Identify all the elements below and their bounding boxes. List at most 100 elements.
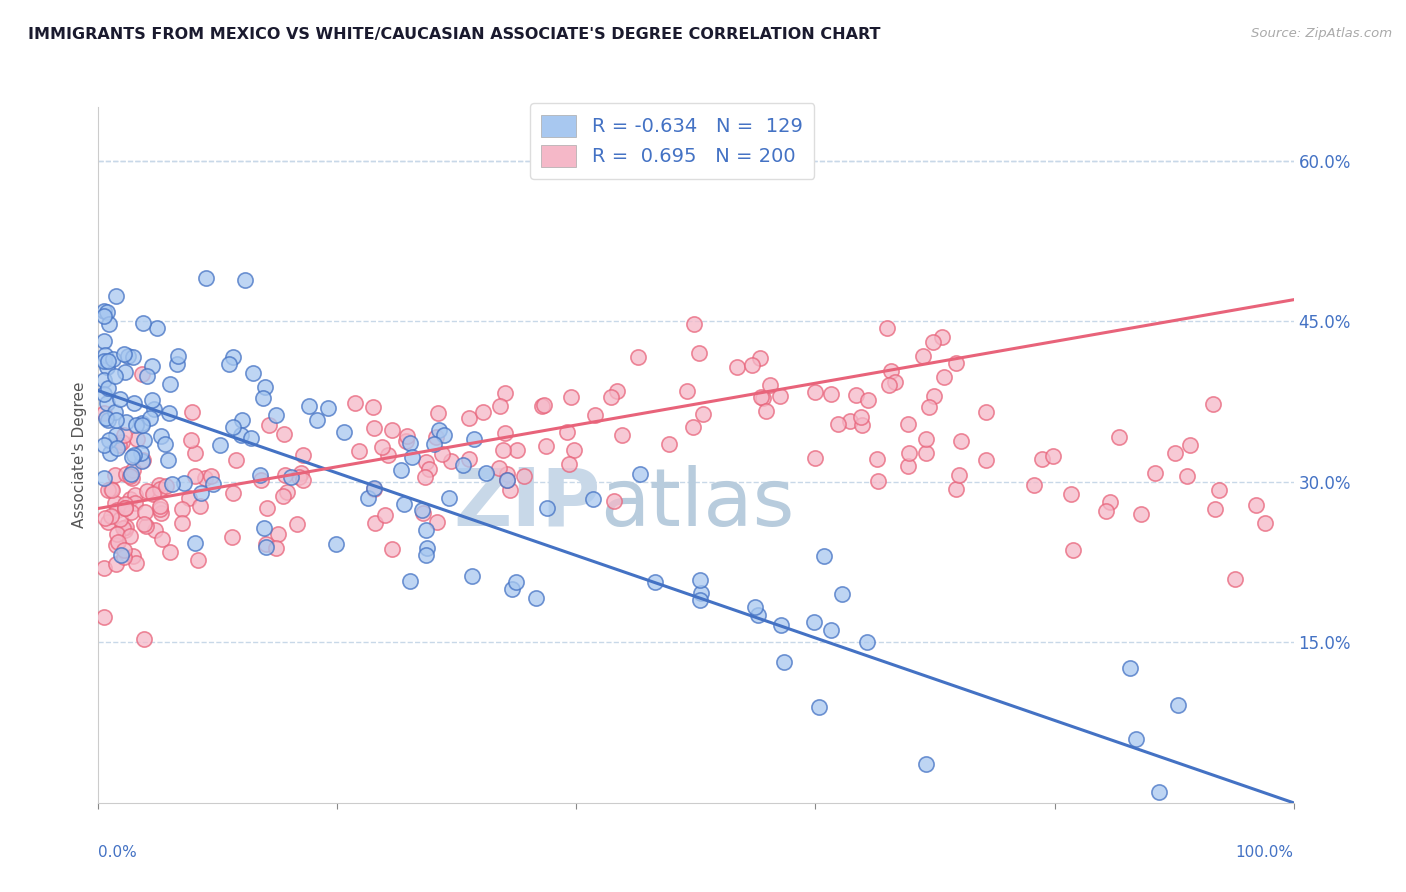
Point bbox=[148, 477, 170, 491]
Point bbox=[94, 411, 117, 425]
Point bbox=[1042, 449, 1064, 463]
Point bbox=[475, 466, 498, 480]
Point bbox=[412, 506, 434, 520]
Point bbox=[105, 413, 128, 427]
Point bbox=[495, 473, 517, 487]
Point bbox=[831, 587, 853, 601]
Point bbox=[495, 467, 517, 482]
Point bbox=[96, 305, 118, 319]
Point bbox=[239, 431, 262, 445]
Point bbox=[610, 428, 633, 442]
Point bbox=[242, 366, 264, 380]
Point bbox=[948, 467, 970, 482]
Point bbox=[134, 505, 156, 519]
Point bbox=[534, 439, 557, 453]
Point bbox=[122, 350, 145, 364]
Point bbox=[142, 486, 165, 500]
Point bbox=[851, 417, 873, 432]
Point bbox=[682, 420, 704, 434]
Point bbox=[361, 400, 384, 414]
Point bbox=[114, 500, 136, 515]
Point bbox=[141, 393, 163, 408]
Point bbox=[363, 482, 385, 496]
Point bbox=[166, 357, 188, 371]
Point bbox=[856, 635, 879, 649]
Point bbox=[415, 548, 437, 562]
Point bbox=[371, 440, 394, 454]
Point bbox=[911, 349, 934, 363]
Point bbox=[125, 417, 148, 432]
Point bbox=[866, 452, 889, 467]
Point bbox=[364, 516, 387, 530]
Point bbox=[494, 425, 516, 440]
Point bbox=[157, 453, 180, 467]
Point bbox=[132, 517, 155, 532]
Point bbox=[159, 406, 181, 420]
Point bbox=[1125, 731, 1147, 746]
Point bbox=[423, 436, 446, 450]
Point bbox=[271, 489, 294, 503]
Point bbox=[159, 545, 181, 559]
Point bbox=[418, 462, 440, 476]
Point bbox=[749, 390, 772, 404]
Point bbox=[1108, 430, 1130, 444]
Point bbox=[1208, 483, 1230, 497]
Point bbox=[101, 352, 124, 367]
Point bbox=[256, 501, 278, 516]
Point bbox=[98, 446, 121, 460]
Point bbox=[233, 273, 256, 287]
Point bbox=[505, 575, 527, 590]
Point bbox=[494, 386, 516, 401]
Point bbox=[415, 524, 437, 538]
Point bbox=[142, 402, 165, 417]
Point bbox=[231, 413, 253, 427]
Point bbox=[325, 537, 347, 551]
Point bbox=[1022, 478, 1045, 492]
Point bbox=[180, 405, 202, 419]
Point bbox=[180, 433, 202, 447]
Point bbox=[931, 330, 953, 344]
Point bbox=[159, 377, 181, 392]
Point bbox=[555, 425, 578, 439]
Point bbox=[918, 400, 941, 414]
Point bbox=[472, 405, 495, 419]
Point bbox=[1244, 498, 1267, 512]
Point bbox=[332, 425, 354, 439]
Point bbox=[170, 516, 193, 530]
Point bbox=[254, 380, 277, 394]
Point bbox=[280, 470, 302, 484]
Point bbox=[290, 466, 312, 480]
Point bbox=[145, 523, 167, 537]
Point bbox=[491, 442, 513, 457]
Point bbox=[93, 561, 115, 575]
Point bbox=[803, 615, 825, 630]
Point bbox=[820, 386, 842, 401]
Point bbox=[117, 349, 139, 363]
Point bbox=[1031, 452, 1053, 467]
Point bbox=[249, 474, 271, 488]
Point bbox=[945, 482, 967, 496]
Point bbox=[876, 321, 898, 335]
Point bbox=[124, 487, 146, 501]
Point bbox=[347, 444, 370, 458]
Point bbox=[149, 502, 172, 516]
Point bbox=[914, 757, 936, 772]
Point bbox=[202, 477, 225, 491]
Point bbox=[880, 364, 903, 378]
Point bbox=[644, 575, 666, 590]
Point bbox=[585, 408, 607, 422]
Point bbox=[188, 499, 211, 513]
Point bbox=[93, 354, 115, 368]
Point bbox=[132, 632, 155, 646]
Point bbox=[131, 417, 153, 432]
Point bbox=[1178, 438, 1201, 452]
Text: 100.0%: 100.0% bbox=[1236, 845, 1294, 860]
Point bbox=[177, 491, 200, 505]
Point bbox=[149, 499, 172, 513]
Point bbox=[149, 482, 172, 496]
Point bbox=[536, 501, 558, 516]
Point bbox=[292, 448, 315, 462]
Point bbox=[93, 387, 115, 401]
Point bbox=[606, 384, 628, 398]
Point bbox=[1130, 507, 1153, 521]
